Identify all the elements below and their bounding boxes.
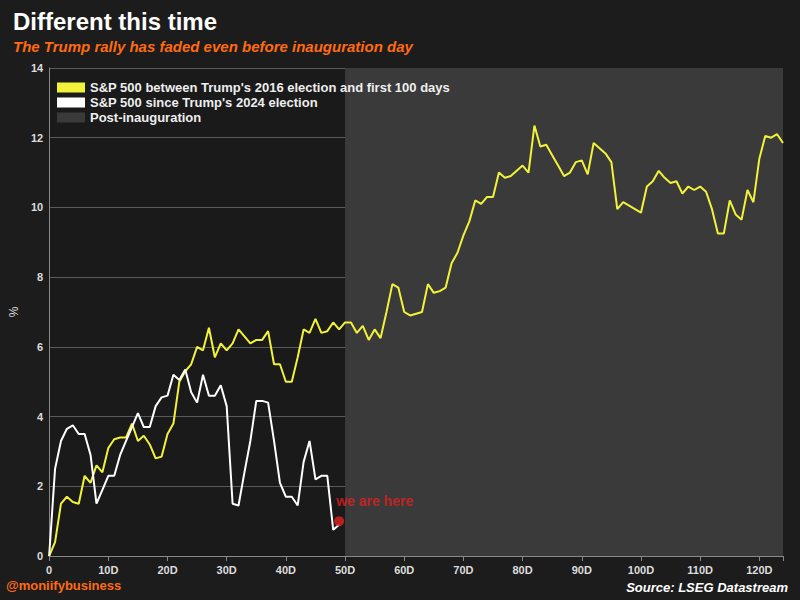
svg-text:4: 4 [37, 411, 44, 423]
svg-text:Different this time: Different this time [13, 8, 217, 35]
svg-text:120D: 120D [746, 564, 772, 576]
svg-text:@moniifybusiness: @moniifybusiness [6, 578, 121, 593]
svg-text:40D: 40D [276, 564, 296, 576]
svg-text:20D: 20D [157, 564, 177, 576]
svg-text:80D: 80D [513, 564, 533, 576]
svg-text:12: 12 [31, 132, 43, 144]
svg-text:2: 2 [37, 480, 43, 492]
svg-text:10: 10 [31, 201, 43, 213]
svg-text:0: 0 [37, 550, 43, 562]
svg-text:70D: 70D [453, 564, 473, 576]
svg-text:6: 6 [37, 341, 43, 353]
svg-text:S&P 500 between Trump's 2016 e: S&P 500 between Trump's 2016 election an… [90, 80, 450, 95]
svg-text:Post-inauguration: Post-inauguration [90, 110, 201, 125]
svg-text:S&P 500 since Trump's 2024 ele: S&P 500 since Trump's 2024 election [90, 95, 318, 110]
svg-text:we are here: we are here [335, 493, 413, 509]
svg-text:60D: 60D [394, 564, 414, 576]
svg-text:10D: 10D [98, 564, 118, 576]
svg-text:30D: 30D [217, 564, 237, 576]
svg-text:14: 14 [31, 62, 44, 74]
svg-text:110D: 110D [687, 564, 713, 576]
svg-text:%: % [7, 306, 21, 317]
svg-text:50D: 50D [335, 564, 355, 576]
svg-text:The Trump rally has faded even: The Trump rally has faded even before in… [13, 38, 413, 55]
svg-text:0: 0 [46, 564, 52, 576]
svg-text:90D: 90D [572, 564, 592, 576]
svg-text:8: 8 [37, 271, 43, 283]
svg-text:100D: 100D [628, 564, 654, 576]
svg-text:Source: LSEG Datastream: Source: LSEG Datastream [626, 580, 788, 595]
